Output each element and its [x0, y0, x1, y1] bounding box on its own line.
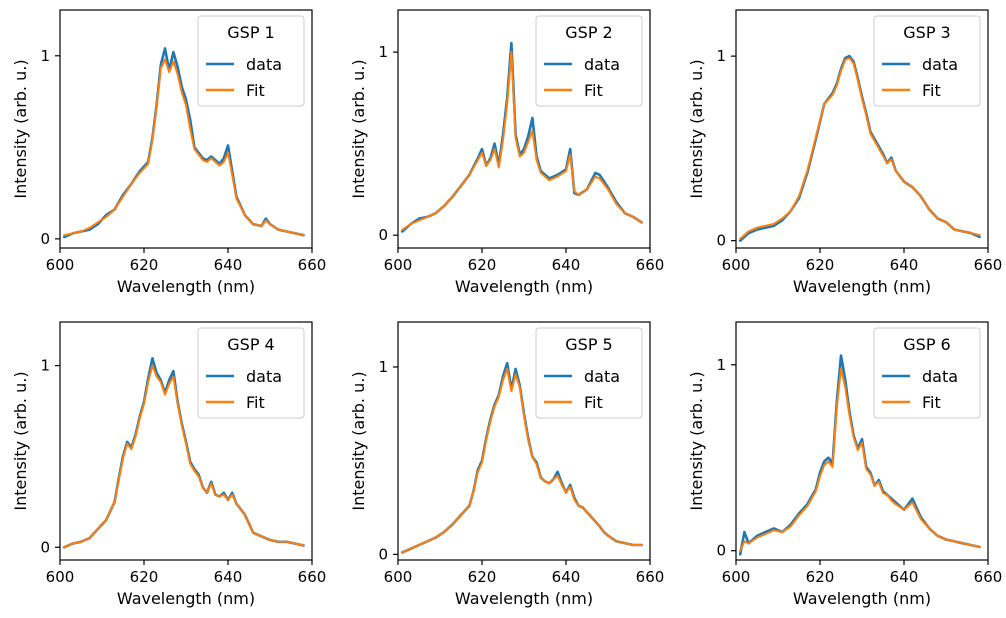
y-tick-label: 1 — [378, 43, 388, 61]
legend-label-data: data — [246, 55, 282, 74]
legend: GSP 4 data Fit — [197, 327, 305, 419]
x-tick-label: 640 — [890, 568, 919, 586]
x-tick-label: 640 — [890, 256, 919, 274]
y-tick-label: 1 — [716, 47, 726, 65]
legend-box — [535, 327, 643, 419]
x-tick-label: 600 — [384, 568, 413, 586]
y-axis-label: Intensity (arb. u.) — [349, 371, 368, 510]
axes-frame — [59, 9, 313, 249]
x-tick-label: 600 — [722, 256, 751, 274]
chart-panel-3: 600 620 640 660 0 1 Wavelength (nm) Intensity (… — [687, 9, 1003, 296]
y-axis-label: Intensity (arb. u.) — [11, 59, 30, 198]
series-line-fit — [739, 57, 981, 240]
series-line-fit — [63, 364, 305, 549]
y-tick-label: 1 — [716, 356, 726, 374]
x-tick-label: 660 — [298, 568, 327, 586]
x-axis-label: Wavelength (nm) — [117, 589, 255, 608]
x-tick-label: 620 — [468, 256, 497, 274]
axes-frame — [59, 321, 313, 561]
y-axis-label: Intensity (arb. u.) — [349, 59, 368, 198]
x-tick-label: 640 — [552, 256, 581, 274]
chart-panel-6: 600 620 640 660 0 1 Wavelength (nm) Intensity (… — [687, 321, 1003, 608]
legend-label-fit: Fit — [246, 81, 265, 100]
x-tick-label: 660 — [636, 568, 665, 586]
legend: GSP 3 data Fit — [873, 15, 981, 107]
legend-box — [197, 15, 305, 107]
x-tick-label: 660 — [974, 256, 1003, 274]
x-tick-label: 620 — [130, 568, 159, 586]
legend-box — [873, 15, 981, 107]
legend-label-data: data — [922, 55, 958, 74]
chart-panel-4: 600 620 640 660 0 1 Wavelength (nm) Intensity (… — [11, 321, 327, 608]
series-line-fit — [739, 367, 981, 552]
y-tick-label: 0 — [716, 542, 726, 560]
x-tick-label: 620 — [130, 256, 159, 274]
x-axis-label: Wavelength (nm) — [455, 589, 593, 608]
legend-label-data: data — [246, 367, 282, 386]
x-tick-label: 620 — [468, 568, 497, 586]
x-axis-label: Wavelength (nm) — [455, 277, 593, 296]
x-tick-label: 620 — [806, 568, 835, 586]
x-tick-label: 600 — [722, 568, 751, 586]
legend-box — [873, 327, 981, 419]
x-tick-label: 640 — [214, 256, 243, 274]
x-tick-label: 640 — [552, 568, 581, 586]
x-axis-label: Wavelength (nm) — [117, 277, 255, 296]
x-axis-label: Wavelength (nm) — [793, 589, 931, 608]
legend-label-data: data — [584, 55, 620, 74]
legend-label-fit: Fit — [246, 393, 265, 412]
y-tick-label: 0 — [378, 545, 388, 563]
legend-label-fit: Fit — [922, 81, 941, 100]
legend-title: GSP 2 — [565, 23, 612, 42]
legend-label-data: data — [584, 367, 620, 386]
series-line-fit — [63, 58, 305, 237]
legend-title: GSP 5 — [565, 335, 612, 354]
axes-frame — [397, 321, 651, 561]
legend: GSP 1 data Fit — [197, 15, 305, 107]
y-tick-label: 1 — [40, 357, 50, 375]
legend-label-fit: Fit — [584, 81, 603, 100]
legend-title: GSP 6 — [903, 335, 950, 354]
chart-panel-1: 600 620 640 660 0 1 Wavelength (nm) Intensity (… — [11, 9, 327, 296]
y-axis-label: Intensity (arb. u.) — [687, 59, 706, 198]
legend: GSP 6 data Fit — [873, 327, 981, 419]
chart-panel-2: 600 620 640 660 0 1 Wavelength (nm) Intensity (… — [349, 9, 665, 296]
y-tick-label: 0 — [716, 232, 726, 250]
x-tick-label: 600 — [46, 568, 75, 586]
axes-frame — [735, 321, 989, 561]
x-tick-label: 600 — [46, 256, 75, 274]
legend-box — [197, 327, 305, 419]
x-axis-label: Wavelength (nm) — [793, 277, 931, 296]
y-tick-label: 0 — [40, 538, 50, 556]
y-axis-label: Intensity (arb. u.) — [687, 371, 706, 510]
legend-label-data: data — [922, 367, 958, 386]
y-tick-label: 1 — [378, 358, 388, 376]
x-tick-label: 660 — [974, 568, 1003, 586]
legend-title: GSP 4 — [227, 335, 274, 354]
series-line-fit — [401, 367, 643, 554]
axes-frame — [735, 9, 989, 249]
x-tick-label: 620 — [806, 256, 835, 274]
chart-panel-5: 600 620 640 660 0 1 Wavelength (nm) Intensity (… — [349, 321, 665, 608]
x-tick-label: 660 — [298, 256, 327, 274]
legend-title: GSP 3 — [903, 23, 950, 42]
legend: GSP 2 data Fit — [535, 15, 643, 107]
legend-box — [535, 15, 643, 107]
legend-title: GSP 1 — [227, 23, 274, 42]
y-tick-label: 0 — [378, 226, 388, 244]
legend-label-fit: Fit — [922, 393, 941, 412]
y-tick-label: 0 — [40, 230, 50, 248]
axes-frame — [397, 9, 651, 249]
legend-label-fit: Fit — [584, 393, 603, 412]
y-tick-label: 1 — [40, 47, 50, 65]
series-line-fit — [401, 51, 643, 231]
y-axis-label: Intensity (arb. u.) — [11, 371, 30, 510]
legend: GSP 5 data Fit — [535, 327, 643, 419]
x-tick-label: 600 — [384, 256, 413, 274]
x-tick-label: 640 — [214, 568, 243, 586]
x-tick-label: 660 — [636, 256, 665, 274]
